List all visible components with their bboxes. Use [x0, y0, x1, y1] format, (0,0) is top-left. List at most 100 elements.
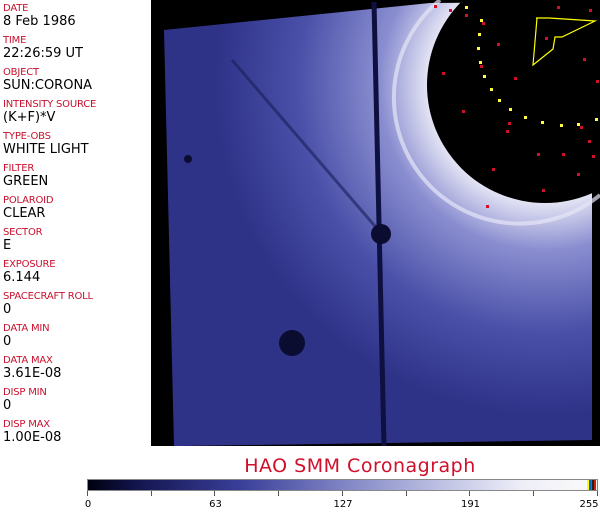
- pylon-hub: [371, 224, 391, 244]
- field-value: 6.144: [3, 270, 41, 285]
- field-disp-min: DISP MIN 0: [3, 387, 47, 413]
- red-marker: [482, 22, 485, 25]
- yellow-marker: [465, 6, 468, 9]
- colorbar-tick-label: 0: [84, 499, 92, 510]
- field-exposure: EXPOSURE 6.144: [3, 259, 56, 285]
- coronagraph-image: [152, 0, 600, 446]
- red-marker: [449, 9, 452, 12]
- colorbar-tick-label: 255: [579, 499, 599, 510]
- field-value: CLEAR: [3, 206, 46, 221]
- red-marker: [557, 6, 560, 9]
- field-data-min: DATA MIN 0: [3, 323, 50, 349]
- yellow-marker: [480, 19, 483, 22]
- field-data-max: DATA MAX 3.61E-08: [3, 355, 61, 381]
- red-marker: [596, 80, 599, 83]
- red-marker: [542, 189, 545, 192]
- field-intensity-source: INTENSITY SOURCE (K+F)*V: [3, 99, 96, 125]
- colorbar-overflow-colors: [587, 480, 596, 490]
- colorbar-tick: [150, 491, 152, 496]
- occulter: [427, 0, 600, 203]
- field-value: E: [3, 238, 12, 253]
- field-value: 8 Feb 1986: [3, 14, 76, 29]
- field-label: TYPE-OBS: [3, 131, 51, 142]
- field-value: 22:26:59 UT: [3, 46, 83, 61]
- yellow-marker: [498, 99, 501, 102]
- red-marker: [592, 155, 595, 158]
- field-value: 1.00E-08: [3, 430, 62, 445]
- red-marker: [508, 122, 511, 125]
- field-label: DISP MIN: [3, 387, 47, 398]
- colorbar-tick-label: 191: [460, 499, 481, 510]
- colorbar-tick: [87, 491, 88, 496]
- yellow-marker: [477, 47, 480, 50]
- yellow-marker: [479, 61, 482, 64]
- field-label: OBJECT: [3, 67, 39, 78]
- red-marker: [465, 14, 468, 17]
- red-marker: [497, 43, 500, 46]
- field-disp-max: DISP MAX 1.00E-08: [3, 419, 61, 445]
- field-value: 3.61E-08: [3, 366, 62, 381]
- orientation-marker: [532, 17, 598, 67]
- fiducial-markers: [434, 5, 599, 208]
- red-marker: [514, 77, 517, 80]
- red-marker: [588, 140, 591, 143]
- colorbar-tick-label: 127: [333, 499, 353, 510]
- red-marker: [589, 9, 592, 12]
- field-label: DATA MIN: [3, 323, 50, 334]
- yellow-marker: [478, 33, 481, 36]
- red-marker: [577, 173, 580, 176]
- red-marker: [442, 72, 445, 75]
- red-marker: [434, 5, 437, 8]
- field-polaroid: POLAROID CLEAR: [3, 195, 54, 221]
- field-value: GREEN: [3, 174, 49, 189]
- yellow-marker: [577, 123, 580, 126]
- field-value: 0: [3, 398, 12, 413]
- colorbar-tick: [341, 491, 343, 496]
- field-value: WHITE LIGHT: [3, 142, 89, 157]
- field-label: TIME: [3, 35, 27, 46]
- red-marker: [583, 58, 586, 61]
- colorbar-tick: [214, 491, 216, 496]
- colorbar-tick: [469, 491, 471, 496]
- instrument-title: HAO SMM Coronagraph: [244, 455, 476, 477]
- field-type-obs: TYPE-OBS WHITE LIGHT: [3, 131, 89, 157]
- red-marker: [562, 153, 565, 156]
- header-info-panel: DATE 8 Feb 1986 TIME 22:26:59 UT OBJECT SUN:C…: [0, 0, 152, 446]
- colorbar-tick-label: 63: [209, 499, 222, 510]
- field-sector: SECTOR E: [3, 227, 43, 253]
- field-label: SPACECRAFT ROLL: [3, 291, 93, 302]
- colorbar-tick: [596, 491, 598, 496]
- field-date: DATE 8 Feb 1986: [3, 3, 76, 29]
- field-value: 0: [3, 302, 12, 317]
- red-marker: [506, 130, 509, 133]
- field-filter: FILTER GREEN: [3, 163, 48, 189]
- colorbar: [87, 479, 598, 491]
- colorbar-tick: [532, 491, 534, 496]
- red-marker: [486, 205, 489, 208]
- field-spacecraft-roll: SPACECRAFT ROLL 0: [3, 291, 93, 317]
- red-marker: [492, 168, 495, 171]
- yellow-marker: [560, 124, 563, 127]
- colorbar-tick: [278, 491, 280, 496]
- yellow-marker: [483, 75, 486, 78]
- field-label: INTENSITY SOURCE: [3, 99, 97, 110]
- field-value: (K+F)*V: [3, 110, 56, 125]
- field-value: 0: [3, 334, 12, 349]
- red-marker: [545, 37, 548, 40]
- red-marker: [480, 65, 483, 68]
- yellow-marker: [541, 121, 544, 124]
- colorbar-tick: [405, 491, 407, 496]
- field-label: EXPOSURE: [3, 259, 56, 270]
- yellow-marker: [490, 88, 493, 91]
- field-label: DATE: [3, 3, 29, 14]
- yellow-marker: [524, 116, 527, 119]
- red-marker: [462, 110, 465, 113]
- field-value: SUN:CORONA: [3, 78, 93, 93]
- field-label: DISP MAX: [3, 419, 50, 430]
- pylon: [371, 1, 387, 446]
- field-label: SECTOR: [3, 227, 43, 238]
- yellow-marker: [595, 118, 598, 121]
- field-object: OBJECT SUN:CORONA: [3, 67, 92, 93]
- field-time: TIME 22:26:59 UT: [3, 35, 83, 61]
- red-marker: [580, 126, 583, 129]
